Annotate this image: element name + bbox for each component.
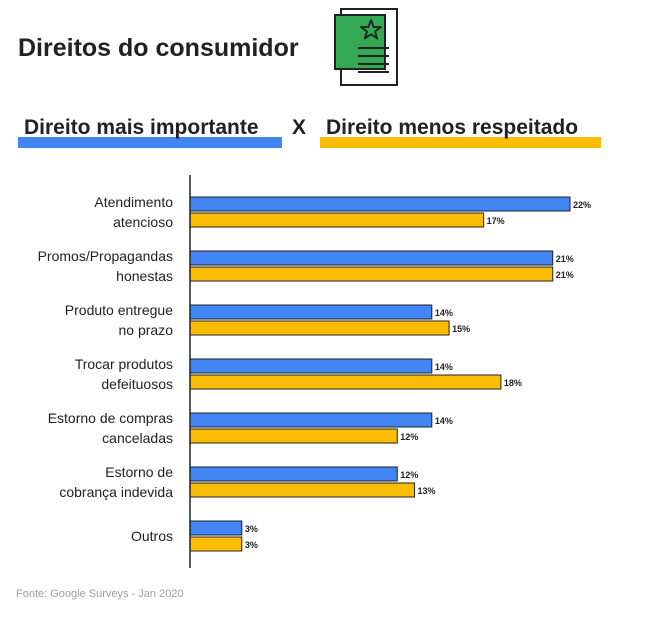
data-label: 12% [400, 432, 418, 442]
page-title: Direitos do consumidor [18, 34, 299, 62]
data-label: 3% [245, 524, 258, 534]
category-label: honestas [116, 268, 173, 284]
bar-mais-importante [189, 196, 571, 212]
category-label: Produto entregue [65, 302, 173, 318]
legend-item-menos-respeitado: Direito menos respeitado [320, 114, 601, 150]
category-label: Outros [131, 528, 173, 544]
bar-mais-importante [189, 412, 433, 428]
data-label: 14% [435, 416, 453, 426]
data-label: 15% [452, 324, 470, 334]
legend-separator: X [292, 116, 307, 139]
legend-item-mais-importante: Direito mais importante [18, 114, 282, 150]
bar-mais-importante [189, 304, 433, 320]
category-label: Estorno de [105, 464, 173, 480]
data-label: 14% [435, 362, 453, 372]
legend-label: Direito mais importante [24, 116, 259, 139]
bar-menos-respeitado [189, 428, 398, 444]
data-label: 14% [435, 308, 453, 318]
category-label: Promos/Propagandas [38, 248, 173, 264]
category-label: canceladas [102, 430, 173, 446]
data-label: 12% [400, 470, 418, 480]
category-label: Trocar produtos [75, 356, 173, 372]
category-label: no prazo [119, 322, 174, 338]
data-label: 21% [556, 270, 574, 280]
data-label: 21% [556, 254, 574, 264]
legend-label: Direito menos respeitado [326, 116, 579, 139]
bar-mais-importante [189, 358, 433, 374]
category-label: Estorno de compras [48, 410, 173, 426]
data-label: 18% [504, 378, 522, 388]
category-label: atencioso [113, 214, 173, 230]
bar-menos-respeitado [189, 266, 554, 282]
bar-mais-importante [189, 250, 554, 266]
bar-chart: Atendimento atencioso 22% 17% Promos/Propaga… [38, 175, 591, 568]
bar-menos-respeitado [189, 536, 243, 552]
bar-menos-respeitado [189, 482, 416, 498]
data-label: 3% [245, 540, 258, 550]
data-label: 13% [418, 486, 436, 496]
category-label: defeituosos [101, 376, 173, 392]
bar-menos-respeitado [189, 212, 485, 228]
bar-menos-respeitado [189, 320, 450, 336]
legend-swatch-yellow [320, 137, 601, 148]
bar-menos-respeitado [189, 374, 502, 390]
category-label: cobrança indevida [59, 484, 173, 500]
bar-mais-importante [189, 466, 398, 482]
data-label: 22% [573, 200, 591, 210]
data-label: 17% [487, 216, 505, 226]
source-note: Fonte: Google Surveys - Jan 2020 [16, 588, 184, 600]
category-label: Atendimento [94, 194, 173, 210]
legend-swatch-blue [18, 137, 282, 148]
document-star-icon [334, 8, 398, 86]
bar-mais-importante [189, 520, 243, 536]
